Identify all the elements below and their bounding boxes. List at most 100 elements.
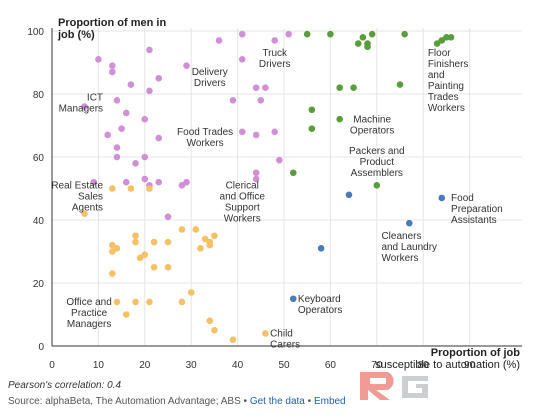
data-point — [109, 185, 116, 192]
data-point — [201, 235, 209, 243]
annotation-label: Real Estate Sales Agents — [51, 181, 103, 214]
data-point — [373, 182, 381, 189]
separator: • — [240, 396, 250, 407]
annotation-label: Clerical and Office Support Workers — [220, 181, 266, 225]
data-point — [132, 238, 139, 246]
data-point — [433, 40, 441, 47]
data-point — [122, 311, 130, 318]
data-point — [146, 87, 153, 95]
data-point — [155, 178, 163, 186]
data-point — [146, 46, 153, 54]
data-point — [197, 245, 204, 252]
data-point — [178, 226, 186, 233]
data-point — [146, 298, 153, 306]
data-point — [401, 30, 408, 38]
data-point — [229, 336, 237, 344]
data-point — [215, 37, 223, 44]
data-point — [155, 134, 163, 142]
data-point — [132, 232, 139, 240]
data-point — [405, 219, 413, 227]
data-point — [359, 34, 367, 41]
data-point — [354, 40, 362, 47]
data-point — [109, 62, 116, 69]
data-point — [141, 115, 149, 123]
data-point — [257, 97, 265, 104]
data-point — [289, 295, 297, 303]
data-point — [146, 185, 153, 192]
x-tick-label: 40 — [232, 360, 244, 371]
data-point — [127, 185, 135, 192]
data-point — [276, 156, 283, 164]
x-axis-title-line-2: susceptible to automation (%) — [375, 359, 520, 371]
data-point — [238, 56, 246, 63]
get-data-link[interactable]: Get the data — [249, 396, 305, 407]
data-point — [164, 213, 172, 221]
data-point — [95, 56, 102, 63]
data-point — [90, 178, 98, 186]
annotation-label: Cleaners and Laundry Workers — [381, 231, 437, 264]
data-point — [289, 169, 297, 177]
data-point — [150, 263, 158, 271]
data-point — [81, 210, 88, 217]
data-point — [345, 191, 353, 199]
data-point — [438, 37, 446, 44]
x-tick-label: 20 — [139, 360, 151, 371]
annotation-label: Packers and Product Assemblers — [349, 146, 405, 179]
embed-link[interactable]: Embed — [313, 396, 346, 407]
y-tick-label: 60 — [33, 153, 45, 164]
x-tick-label: 90 — [464, 360, 476, 371]
data-point — [206, 317, 214, 325]
data-point — [327, 30, 334, 38]
data-point — [109, 241, 116, 249]
data-point — [262, 84, 269, 91]
tick-labels: 0 20 40 60 80 100 0 10 20 30 40 50 60 70 80 90 — [27, 27, 475, 371]
annotations: Truck Drivers Delivery Drivers ICT Managers Fo… — [51, 48, 502, 350]
data-point — [262, 330, 269, 337]
data-point — [317, 245, 325, 252]
data-point — [368, 30, 376, 38]
data-point — [164, 263, 172, 271]
data-point — [150, 238, 158, 246]
axes — [51, 28, 522, 347]
data-point — [109, 248, 116, 255]
data-point — [211, 232, 218, 240]
data-point — [118, 125, 125, 132]
annotation-label: Office and Practice Managers — [66, 297, 111, 330]
data-point — [178, 298, 186, 306]
watermark-logo — [360, 372, 428, 400]
data-point — [252, 131, 260, 139]
data-point — [183, 178, 190, 186]
data-point — [447, 34, 455, 41]
data-point — [308, 106, 316, 114]
data-point — [113, 97, 121, 104]
data-point — [113, 153, 121, 161]
x-tick-label: 50 — [278, 360, 290, 371]
data-point — [136, 254, 144, 262]
annotation-label: Keyboard Operators — [298, 294, 342, 316]
data-point — [127, 81, 135, 88]
data-point — [364, 43, 371, 51]
data-points — [81, 30, 455, 344]
annotation-label: ICT Managers — [59, 92, 103, 114]
data-point — [336, 115, 343, 123]
data-point — [443, 34, 450, 41]
pearson-correlation-note: Pearson's correlation: 0.4 — [8, 380, 122, 391]
y-tick-label: 80 — [33, 90, 45, 101]
data-point — [187, 289, 195, 296]
data-point — [109, 68, 116, 76]
data-point — [122, 178, 130, 186]
data-point — [192, 226, 200, 233]
data-point — [308, 125, 316, 132]
data-point — [271, 128, 279, 136]
data-point — [104, 131, 111, 139]
data-point — [132, 298, 139, 306]
source-line: Source: alphaBeta, The Automation Advant… — [8, 396, 346, 407]
data-point — [271, 37, 279, 44]
source-text: Source: alphaBeta, The Automation Advant… — [8, 396, 241, 407]
annotation-label: Food Trades Workers — [177, 127, 233, 149]
grid-lines — [52, 28, 522, 346]
data-point — [252, 175, 260, 183]
y-tick-label: 20 — [33, 279, 45, 290]
data-point — [206, 241, 214, 249]
x-tick-label: 10 — [93, 360, 105, 371]
